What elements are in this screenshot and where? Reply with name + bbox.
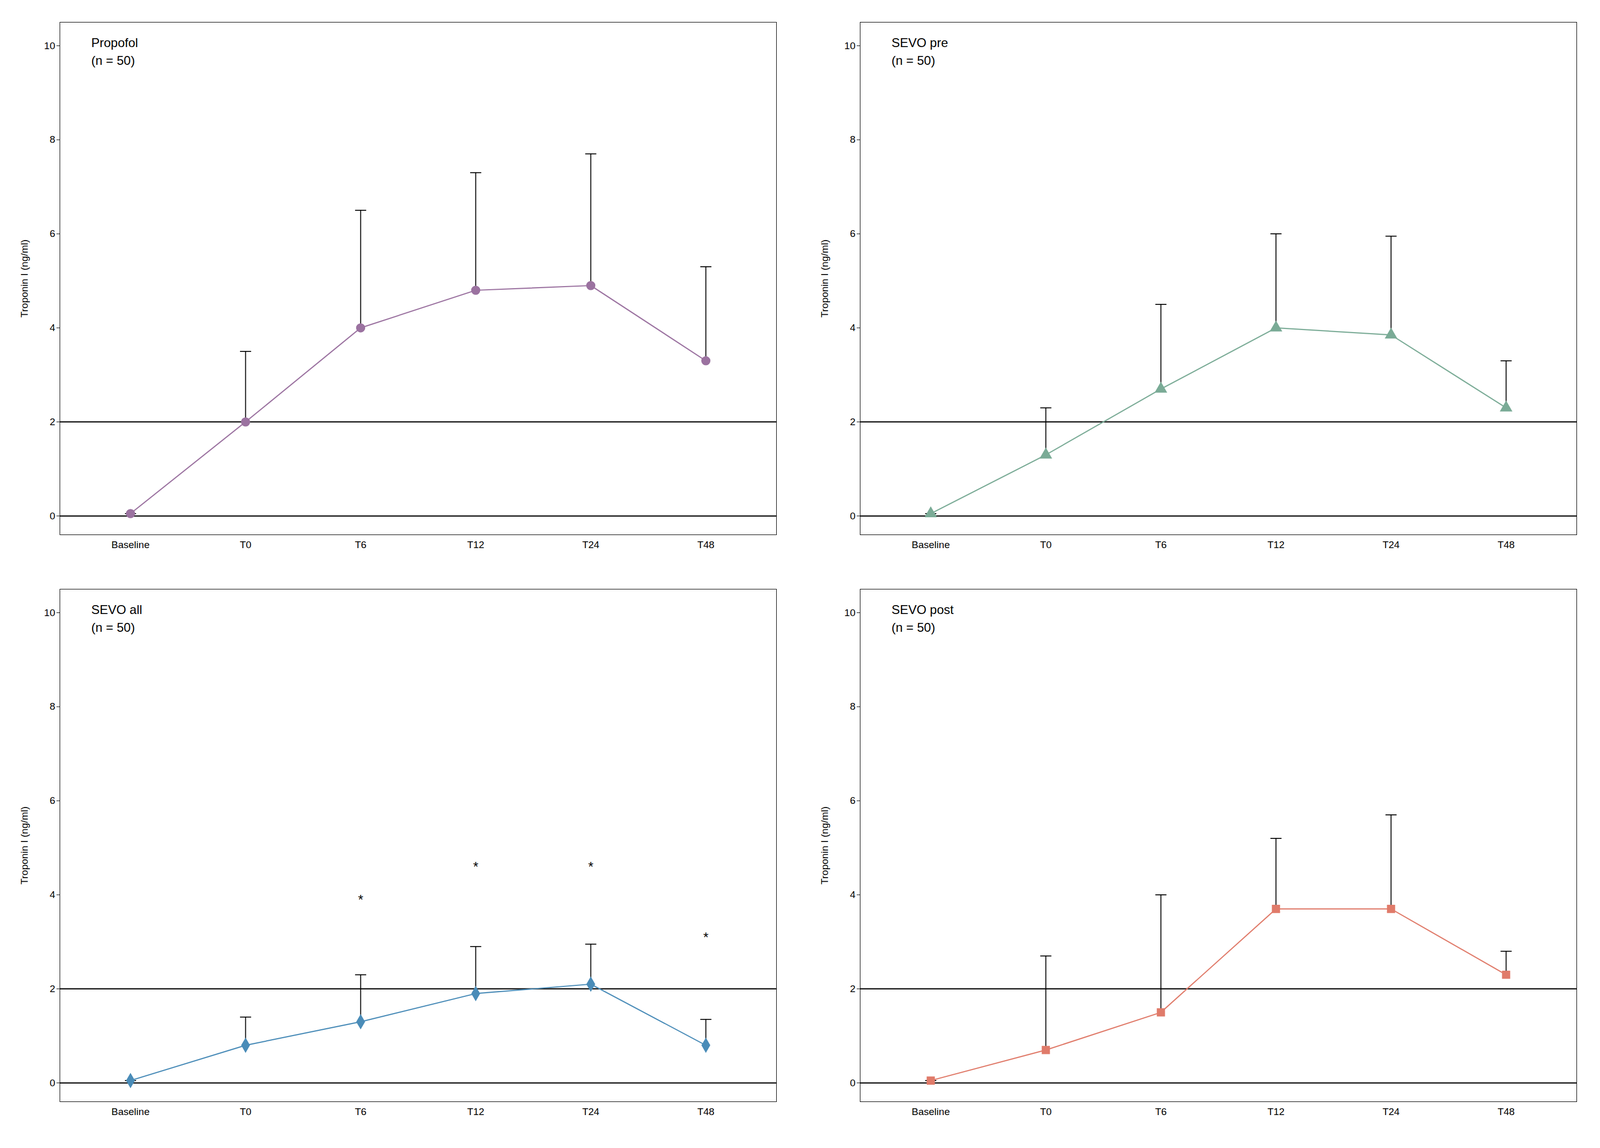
svg-text:T48: T48 [697, 539, 715, 551]
svg-text:8: 8 [49, 700, 56, 712]
svg-text:6: 6 [849, 228, 856, 240]
svg-text:T48: T48 [1497, 1106, 1515, 1118]
svg-text:T12: T12 [467, 539, 485, 551]
svg-text:Baseline: Baseline [911, 1106, 950, 1118]
svg-text:T6: T6 [354, 1106, 367, 1118]
svg-text:0: 0 [849, 1077, 856, 1089]
svg-text:6: 6 [849, 795, 856, 807]
svg-text:2: 2 [49, 416, 56, 428]
svg-text:T0: T0 [1039, 1106, 1052, 1118]
svg-text:Troponin I (ng/ml): Troponin I (ng/ml) [819, 239, 831, 318]
svg-text:0: 0 [49, 1077, 56, 1089]
svg-text:Troponin I (ng/ml): Troponin I (ng/ml) [18, 239, 30, 318]
svg-text:T24: T24 [582, 1106, 600, 1118]
svg-text:T24: T24 [1382, 1106, 1400, 1118]
svg-text:Troponin I (ng/ml): Troponin I (ng/ml) [18, 806, 30, 885]
svg-text:Propofol(n = 50): Propofol(n = 50) [91, 35, 139, 68]
svg-text:Baseline: Baseline [111, 1106, 150, 1118]
svg-text:10: 10 [844, 40, 856, 52]
svg-text:*: * [357, 891, 363, 908]
svg-text:T48: T48 [697, 1106, 715, 1118]
svg-text:*: * [702, 929, 709, 946]
svg-text:T0: T0 [239, 1106, 252, 1118]
svg-text:Baseline: Baseline [111, 539, 150, 551]
svg-text:SEVO pre(n = 50): SEVO pre(n = 50) [891, 35, 949, 68]
svg-text:4: 4 [49, 322, 56, 334]
svg-text:6: 6 [49, 795, 56, 807]
svg-text:T6: T6 [1154, 539, 1167, 551]
svg-text:8: 8 [849, 133, 856, 145]
svg-text:10: 10 [43, 607, 55, 619]
svg-text:T0: T0 [1039, 539, 1052, 551]
svg-text:SEVO post(n = 50): SEVO post(n = 50) [891, 602, 955, 635]
svg-text:8: 8 [49, 133, 56, 145]
svg-text:0: 0 [849, 510, 856, 522]
svg-text:T24: T24 [1382, 539, 1400, 551]
svg-text:T12: T12 [1267, 1106, 1285, 1118]
svg-text:T12: T12 [467, 1106, 485, 1118]
svg-text:0: 0 [49, 510, 56, 522]
svg-text:SEVO all(n = 50): SEVO all(n = 50) [91, 602, 143, 635]
svg-text:4: 4 [49, 889, 56, 901]
svg-text:10: 10 [43, 40, 55, 52]
svg-text:4: 4 [849, 889, 856, 901]
svg-text:8: 8 [849, 700, 856, 712]
svg-text:10: 10 [844, 607, 856, 619]
svg-text:Baseline: Baseline [911, 539, 950, 551]
svg-text:T48: T48 [1497, 539, 1515, 551]
svg-text:2: 2 [49, 983, 56, 995]
svg-text:2: 2 [849, 416, 856, 428]
svg-text:T24: T24 [582, 539, 600, 551]
svg-text:6: 6 [49, 228, 56, 240]
svg-text:T12: T12 [1267, 539, 1285, 551]
svg-text:2: 2 [849, 983, 856, 995]
svg-text:T0: T0 [239, 539, 252, 551]
svg-text:T6: T6 [1154, 1106, 1167, 1118]
svg-text:*: * [472, 858, 479, 875]
svg-text:T6: T6 [354, 539, 367, 551]
svg-text:4: 4 [849, 322, 856, 334]
svg-text:*: * [587, 858, 594, 875]
svg-text:Troponin I (ng/ml): Troponin I (ng/ml) [819, 806, 831, 885]
